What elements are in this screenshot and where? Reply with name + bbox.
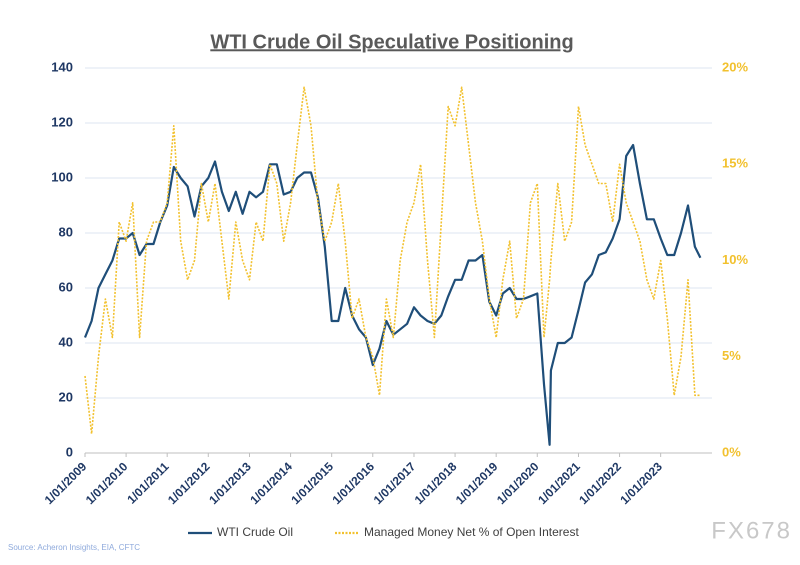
y-tick-label: 20 [59, 389, 73, 404]
x-tick-label: 1/01/2015 [288, 459, 336, 507]
y2-tick-label: 0% [722, 444, 741, 459]
series-line [84, 86, 701, 435]
watermark: FX678 [711, 517, 792, 544]
legend-label: Managed Money Net % of Open Interest [364, 525, 579, 539]
y-tick-label: 0 [66, 444, 73, 459]
y2-tick-label: 5% [722, 348, 741, 363]
x-tick-label: 1/01/2012 [165, 459, 213, 507]
y-tick-label: 120 [51, 114, 73, 129]
y-tick-label: 140 [51, 59, 73, 74]
legend-label: WTI Crude Oil [217, 525, 293, 539]
x-tick-label: 1/01/2014 [247, 459, 295, 507]
x-tick-label: 1/01/2013 [206, 459, 254, 507]
y2-tick-label: 10% [722, 252, 748, 267]
y2-tick-label: 20% [722, 59, 748, 74]
x-tick-label: 1/01/2018 [412, 459, 460, 507]
x-tick-label: 1/01/2016 [329, 459, 377, 507]
x-tick-label: 1/01/2017 [371, 459, 419, 507]
series-line [83, 143, 702, 446]
x-tick-label: 1/01/2010 [83, 459, 131, 507]
source: Source: Acheron Insights, EIA, CFTC [8, 543, 140, 552]
x-tick-label: 1/01/2020 [494, 459, 542, 507]
y-tick-label: 60 [59, 279, 73, 294]
x-tick-label: 1/01/2021 [535, 459, 583, 507]
x-tick-label: 1/01/2019 [453, 459, 501, 507]
x-tick-label: 1/01/2023 [617, 459, 665, 507]
y-tick-label: 80 [59, 224, 73, 239]
x-tick-label: 1/01/2022 [576, 459, 624, 507]
x-tick-label: 1/01/2011 [124, 459, 171, 506]
y-tick-label: 100 [51, 169, 73, 184]
y2-tick-label: 15% [722, 156, 748, 171]
y-tick-label: 40 [59, 334, 73, 349]
x-tick-label: 1/01/2009 [42, 459, 90, 507]
chart-title: WTI Crude Oil Speculative Positioning [210, 31, 573, 53]
